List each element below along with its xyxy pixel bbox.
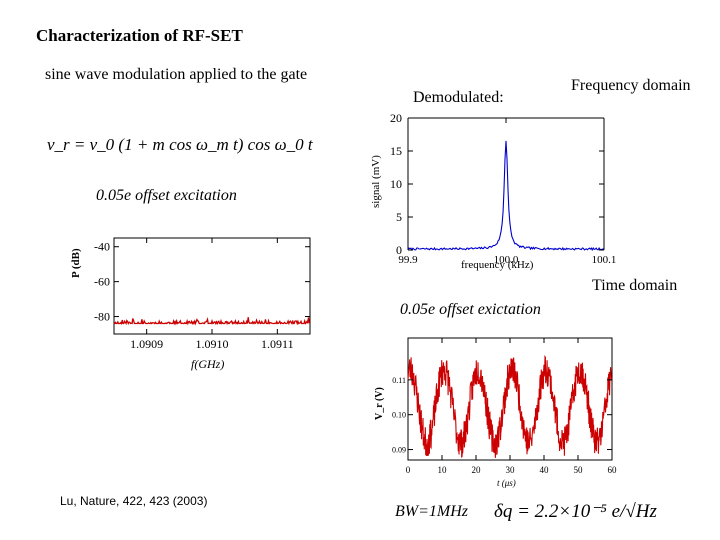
time-y-tick-label: 0.10 [392, 411, 406, 420]
slide-title: Characterization of RF-SET [36, 26, 243, 45]
rf-x-tick-label: 1.0910 [196, 337, 229, 351]
time-domain-line [407, 354, 613, 459]
demod-spectrum-axes [407, 117, 605, 250]
time-domain-chart: 0.11 0.10 0.09 0 10 20 30 40 50 60 [392, 337, 617, 475]
demod-x-tick-label: 100.1 [592, 254, 617, 266]
time-x-tick-label: 10 [438, 465, 448, 475]
excitation-label-left: 0.05e offset excitation [96, 187, 237, 204]
modulation-formula: v_r = v_0 (1 + m cos ω_m t) cos ω_0 t [47, 135, 313, 154]
charge-sensitivity-text: δq = 2.2×10⁻⁵ e/√Hz [494, 501, 657, 522]
citation: Lu, Nature, 422, 423 (2003) [60, 494, 208, 508]
time-x-tick-label: 50 [574, 465, 584, 475]
demod-y-tick-label: 20 [390, 111, 402, 125]
rf-x-tick-label: 1.0909 [130, 337, 163, 351]
bandwidth-text: BW=1MHz [395, 503, 469, 520]
time-domain-label: Time domain [592, 277, 678, 294]
rf-x-axis-label: f(GHz) [191, 357, 225, 371]
frequency-domain-label: Frequency domain [571, 77, 691, 94]
demod-x-tick-label: 99.9 [398, 254, 418, 266]
rf-y-axis-label: P (dB) [70, 248, 82, 278]
rf-y-tick-label: -40 [94, 240, 110, 254]
demod-x-tick-label: 100.0 [494, 254, 519, 266]
time-x-tick-label: 60 [608, 465, 618, 475]
time-x-tick-label: 0 [406, 465, 411, 475]
demodulated-label: Demodulated: [413, 89, 504, 106]
time-domain-ticks: 0.11 0.10 0.09 0 10 20 30 40 50 60 [392, 338, 617, 475]
excitation-label-right: 0.05e offset exictation [400, 301, 541, 318]
time-x-axis-label: t (μs) [497, 478, 516, 488]
demod-y-tick-label: 15 [390, 144, 402, 158]
modulation-subtitle: sine wave modulation applied to the gate [45, 66, 308, 83]
time-y-tick-label: 0.09 [392, 446, 406, 455]
time-x-tick-label: 30 [506, 465, 516, 475]
rf-spectrum-ticks: -40 -60 -80 1.0909 1.0910 1.0911 [94, 238, 310, 351]
time-y-axis-label: V_r (V) [374, 387, 385, 420]
time-x-tick-label: 40 [540, 465, 550, 475]
demod-y-tick-label: 5 [396, 210, 402, 224]
demod-spectrum-line [407, 140, 605, 252]
rf-spectrum-chart: -40 -60 -80 1.0909 1.0910 1.0911 [94, 237, 311, 351]
rf-y-tick-label: -80 [94, 310, 110, 324]
demod-y-tick-label: 0 [396, 243, 402, 257]
rf-y-tick-label: -60 [94, 275, 110, 289]
demod-x-axis-label: frequency (kHz) [461, 259, 534, 271]
rf-spectrum-line [114, 316, 310, 326]
demod-y-axis-label: signal (mV) [370, 155, 382, 208]
rf-x-tick-label: 1.0911 [261, 337, 294, 351]
demod-y-tick-label: 10 [390, 177, 402, 191]
demod-spectrum-ticks: 0 5 10 15 20 99.9 100.0 100.1 [390, 111, 616, 266]
time-y-tick-label: 0.11 [392, 376, 406, 385]
demod-spectrum-chart: 0 5 10 15 20 99.9 100.0 100.1 [390, 111, 616, 266]
time-x-tick-label: 20 [472, 465, 482, 475]
